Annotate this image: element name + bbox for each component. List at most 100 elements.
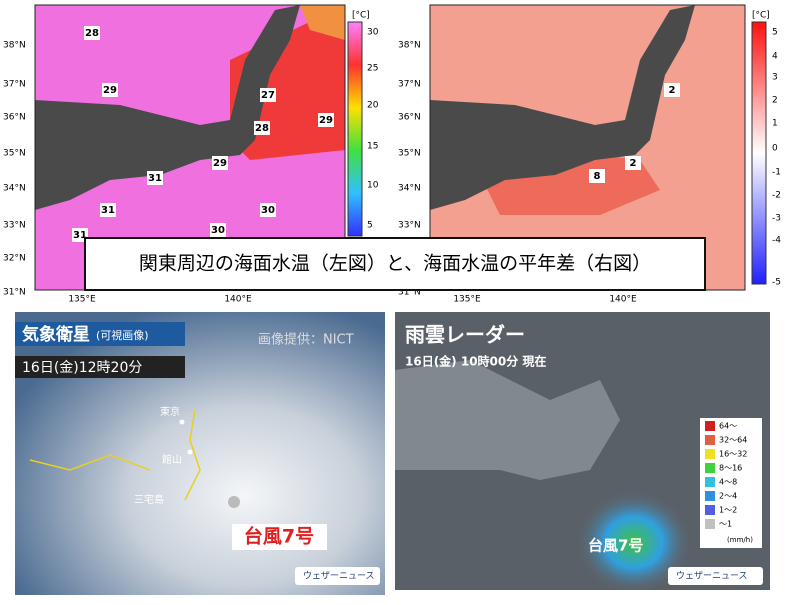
legend-label: 4～8 (719, 478, 737, 487)
brand-bg (668, 567, 763, 585)
colorbar-tick: -3 (772, 214, 781, 224)
colorbar-tick: 2 (772, 96, 778, 106)
contour-label-bg (210, 223, 226, 237)
contour-label: 29 (319, 115, 333, 126)
colorbar-tick: 4 (772, 52, 778, 62)
contour-label: 2 (669, 85, 676, 96)
legend-label: 2～4 (719, 492, 737, 501)
lon-label: 140°E (609, 295, 637, 305)
colorbar-tick: 5 (772, 28, 778, 38)
rain-area (520, 420, 710, 590)
contour-label-bg (589, 169, 605, 183)
lon-label: 140°E (224, 295, 252, 305)
colorbar-tick: 0 (772, 144, 778, 154)
legend-swatch (705, 435, 715, 445)
colorbar-tick: 15 (367, 142, 378, 152)
legend-items: 64～ 32～64 16～32 8～16 4～8 2～4 1～2 ～1 (mm/h) (705, 421, 753, 544)
unit: [°C] (352, 11, 370, 21)
point (187, 449, 193, 455)
lat-label: 37°N (398, 80, 421, 90)
contour-label: 31 (101, 205, 115, 216)
contour-label-bg (100, 203, 116, 217)
radar-time: 16日(金) 10時00分 現在 (405, 354, 546, 369)
contour-label-bg (260, 88, 276, 102)
lon-label: 135°E (68, 295, 96, 305)
lat-label: 37°N (3, 80, 26, 90)
radar-title: 雨雲レーダー (405, 323, 525, 347)
legend-swatch (705, 491, 715, 501)
colorbar (347, 21, 363, 237)
colorbar-tick: 5 (367, 221, 373, 231)
contour-label-bg (625, 156, 641, 170)
sat-title: 気象衛星 (21, 324, 90, 345)
colorbar-tick: -2 (772, 191, 781, 201)
contour-label-bg (664, 83, 680, 97)
lat-label: 35°N (3, 149, 26, 159)
contour-label: 31 (148, 173, 162, 184)
legend-swatch (705, 463, 715, 473)
credit: 画像提供：NICT (258, 332, 354, 348)
typhoon-label: 台風7号 (244, 525, 314, 548)
contour-label: 30 (261, 205, 275, 216)
colorbar-tick: 1 (772, 119, 778, 129)
lat-label: 34°N (3, 184, 26, 194)
lat-label: 31°N (3, 288, 26, 298)
contour-label-bg (147, 171, 163, 185)
lat-label: 35°N (398, 149, 421, 159)
colorbar (751, 21, 767, 285)
legend-label: 64～ (719, 422, 737, 431)
eye (228, 496, 240, 508)
contour-label: 2 (630, 158, 637, 169)
land (430, 5, 695, 210)
colorbar-tick: -1 (772, 168, 781, 178)
colorbar-tick: -5 (772, 278, 781, 288)
contour-label: 29 (213, 158, 227, 169)
colorbar-tick: -4 (772, 236, 781, 246)
colorbar-tick: 20 (367, 101, 379, 111)
lat-label: 36°N (398, 113, 421, 123)
lat-label: 33°N (398, 221, 421, 231)
sat-subtitle: (可視画像) (96, 328, 149, 342)
contour-label: 30 (211, 225, 225, 236)
legend-swatch (705, 505, 715, 515)
legend-swatch (705, 519, 715, 529)
colorbar-tick: 30 (367, 28, 379, 38)
legend-label: 8～16 (719, 464, 742, 473)
lat-label: 31°N (398, 288, 421, 298)
lat-label: 38°N (398, 41, 421, 51)
contour-label: 8 (594, 171, 601, 182)
brand: ウェザーニュース (303, 571, 375, 582)
contour-label-bg (318, 113, 334, 127)
legend-label: 1～2 (719, 506, 737, 515)
warm-area (300, 5, 345, 40)
lat-label: 36°N (3, 113, 26, 123)
colorbar-tick: 25 (367, 64, 378, 74)
colorbar-tick: 10 (367, 181, 379, 191)
lat-label: 32°N (3, 254, 26, 264)
caption-box (84, 237, 706, 291)
caption: 関東周辺の海面水温（左図）と、海面水温の平年差（右図） (139, 253, 651, 275)
place: 東京 (160, 405, 180, 418)
brand-bg (295, 567, 380, 585)
typhoon-label: 台風7号 (588, 537, 643, 555)
colorbar-tick: 3 (772, 73, 778, 83)
legend-swatch (705, 477, 715, 487)
legend-unit: (mm/h) (727, 536, 753, 544)
lat-label: 33°N (3, 221, 26, 231)
contour-label: 28 (255, 123, 269, 134)
land (35, 5, 300, 210)
contour-label-bg (102, 83, 118, 97)
unit: [°C] (752, 11, 770, 21)
place: 館山 (162, 453, 182, 466)
typhoon-bg (232, 524, 327, 550)
brand: ウェザーニュース (676, 571, 748, 582)
contour-label-bg (254, 121, 270, 135)
lon-label: 135°E (453, 295, 481, 305)
legend-label: 16～32 (719, 450, 747, 459)
legend-label: 32～64 (719, 436, 747, 445)
lat-label: 34°N (398, 184, 421, 194)
contour-label: 31 (73, 230, 87, 241)
place: 三宅島 (134, 493, 164, 506)
